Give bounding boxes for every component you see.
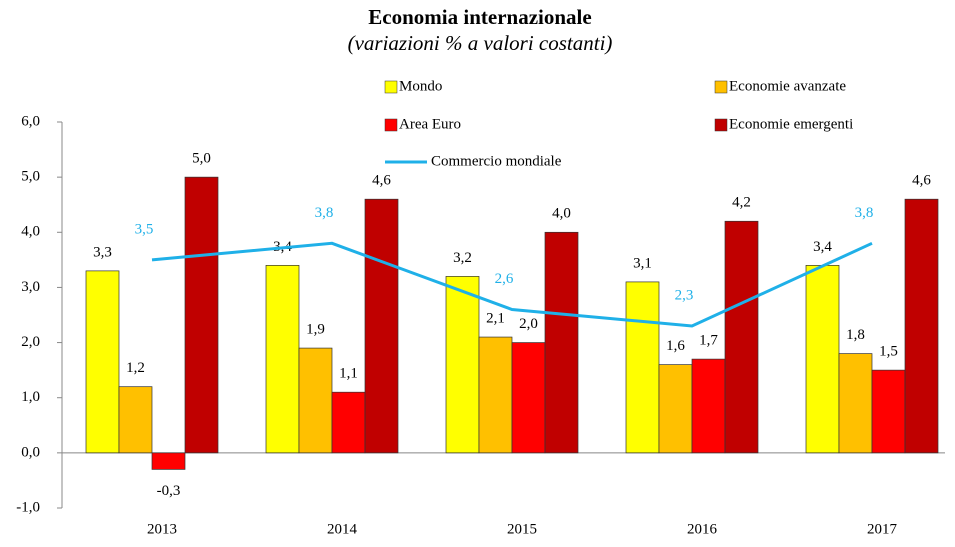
data-label: 2,0 <box>519 316 538 332</box>
x-tick-label: 2014 <box>327 521 358 537</box>
x-tick-label: 2017 <box>867 521 898 537</box>
bar <box>364 198 399 454</box>
bar <box>838 353 873 454</box>
data-label: 2,6 <box>495 271 514 287</box>
bar <box>445 276 480 454</box>
legend-label: Mondo <box>399 78 442 94</box>
bar <box>298 347 333 454</box>
legend-label: Economie avanzate <box>729 78 846 94</box>
data-label: 3,1 <box>633 255 652 271</box>
data-label: 4,0 <box>552 206 571 222</box>
bar <box>151 452 186 470</box>
bar <box>691 358 726 454</box>
legend-label: Area Euro <box>399 116 461 132</box>
y-tick-label: 2,0 <box>21 334 40 350</box>
y-tick-label: 5,0 <box>21 169 40 185</box>
data-label: 1,9 <box>306 322 325 338</box>
y-tick-label: 4,0 <box>21 224 40 240</box>
bar <box>118 386 153 454</box>
data-label: -0,3 <box>157 483 181 499</box>
legend-swatch <box>714 80 728 94</box>
y-tick-label: -1,0 <box>16 499 40 515</box>
data-label: 1,7 <box>699 333 718 349</box>
bar <box>184 176 219 454</box>
line <box>151 241 873 328</box>
data-label: 4,6 <box>372 173 391 189</box>
data-label: 1,6 <box>666 338 685 354</box>
legend-label: Commercio mondiale <box>431 153 562 169</box>
x-tick-label: 2013 <box>147 521 177 537</box>
bar <box>904 198 939 454</box>
data-label: 4,2 <box>732 195 751 211</box>
bar <box>871 369 906 454</box>
legend-swatch <box>714 118 728 132</box>
data-label: 3,3 <box>93 244 112 260</box>
y-tick-label: 6,0 <box>21 113 40 129</box>
bar <box>544 231 579 454</box>
bar <box>625 281 660 454</box>
data-label: 2,3 <box>675 287 694 303</box>
data-label: 1,1 <box>339 366 358 382</box>
data-label: 3,5 <box>135 221 154 237</box>
data-label: 5,0 <box>192 151 211 167</box>
bar <box>724 220 759 454</box>
data-label: 2,1 <box>486 310 505 326</box>
legend-swatch <box>384 118 398 132</box>
data-label: 1,8 <box>846 327 865 343</box>
bar <box>805 265 840 454</box>
bar <box>331 391 366 454</box>
legend-label: Economie emergenti <box>729 116 853 132</box>
chart-subtitle: (variazioni % a valori costanti) <box>348 31 613 55</box>
data-label: 3,8 <box>855 205 874 221</box>
data-label: 3,4 <box>813 239 832 255</box>
chart-title: Economia internazionale <box>368 5 591 29</box>
y-tick-label: 3,0 <box>21 279 40 295</box>
data-label: 1,5 <box>879 344 898 360</box>
data-label: 1,2 <box>126 360 145 376</box>
data-label: 3,2 <box>453 250 472 266</box>
x-tick-label: 2015 <box>507 521 537 537</box>
bar <box>511 342 546 454</box>
bar <box>85 270 120 454</box>
data-label: 4,6 <box>912 173 931 189</box>
legend-swatch <box>384 80 398 94</box>
bar <box>658 364 693 454</box>
x-tick-label: 2016 <box>687 521 718 537</box>
data-label: 3,8 <box>315 205 334 221</box>
bar <box>265 265 300 454</box>
y-tick-label: 0,0 <box>21 444 40 460</box>
y-tick-label: 1,0 <box>21 389 40 405</box>
bar <box>478 336 513 454</box>
